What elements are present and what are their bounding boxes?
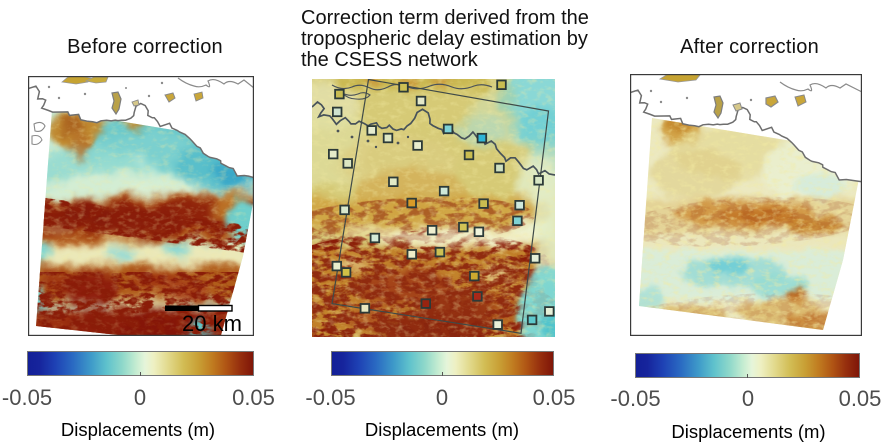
svg-text:20 km: 20 km (182, 311, 242, 336)
